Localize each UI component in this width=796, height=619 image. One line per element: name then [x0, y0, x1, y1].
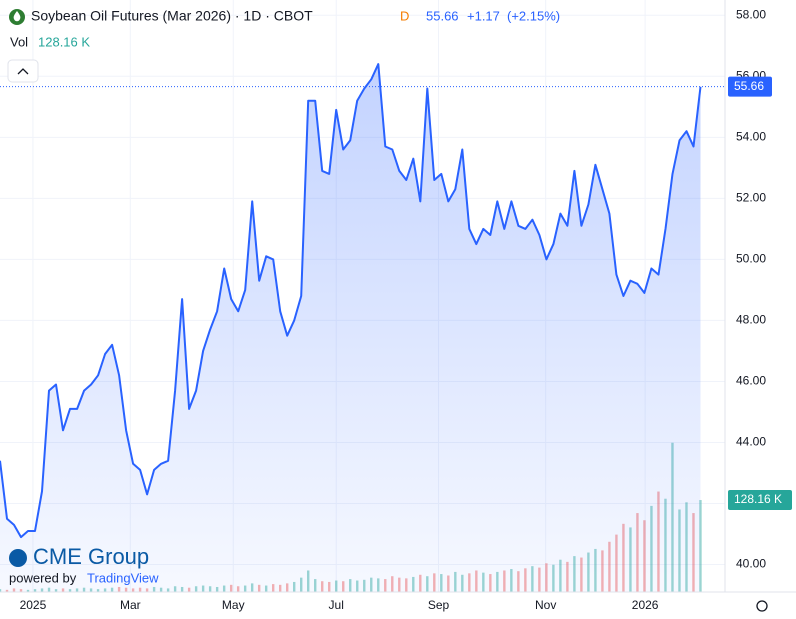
brand-logo: CME Group — [33, 544, 149, 569]
last-price-label: 55.66 — [734, 79, 764, 93]
x-tick-label: Mar — [120, 598, 141, 612]
header-change: +1.17 — [467, 8, 500, 23]
brand-platform: TradingView — [87, 570, 159, 585]
y-tick-label: 50.00 — [736, 252, 766, 266]
x-tick-label: Sep — [428, 598, 450, 612]
header-price: 55.66 — [426, 8, 459, 23]
price-line — [0, 63, 702, 539]
delay-badge: D — [400, 8, 409, 23]
plot — [0, 63, 725, 593]
logo-icon — [9, 549, 27, 567]
collapse-icon — [17, 68, 29, 75]
x-tick-label: Jul — [329, 598, 344, 612]
x-tick-label: Nov — [535, 598, 556, 612]
header-change-pct: (+2.15%) — [507, 8, 560, 23]
y-tick-label: 44.00 — [736, 435, 766, 449]
labels: 40.0042.0044.0046.0048.0050.0052.0054.00… — [20, 7, 792, 612]
y-tick-label: 48.00 — [736, 313, 766, 327]
y-tick-label: 40.00 — [736, 557, 766, 571]
price-area — [0, 64, 701, 593]
y-tick-label: 58.00 — [736, 7, 766, 21]
collapse-button[interactable] — [7, 59, 39, 83]
brand-powered: powered by — [9, 570, 77, 585]
volume-tag — [728, 490, 792, 511]
volume-tag-label: 128.16 K — [734, 492, 782, 506]
y-tick-label: 52.00 — [736, 191, 766, 205]
x-tick-label: 2026 — [632, 598, 659, 612]
x-tick-label: May — [222, 598, 245, 612]
volume-name: Vol — [10, 34, 28, 49]
y-tick-label: 46.00 — [736, 374, 766, 388]
x-tick-label: 2025 — [20, 598, 47, 612]
symbol-title: Soybean Oil Futures (Mar 2026) · 1D · CB… — [31, 8, 313, 24]
symbol-icon — [13, 11, 21, 22]
y-tick-label: 54.00 — [736, 129, 766, 143]
volume-value: 128.16 K — [38, 34, 90, 49]
last-price-tag — [728, 76, 772, 97]
settings-icon[interactable] — [756, 600, 768, 612]
